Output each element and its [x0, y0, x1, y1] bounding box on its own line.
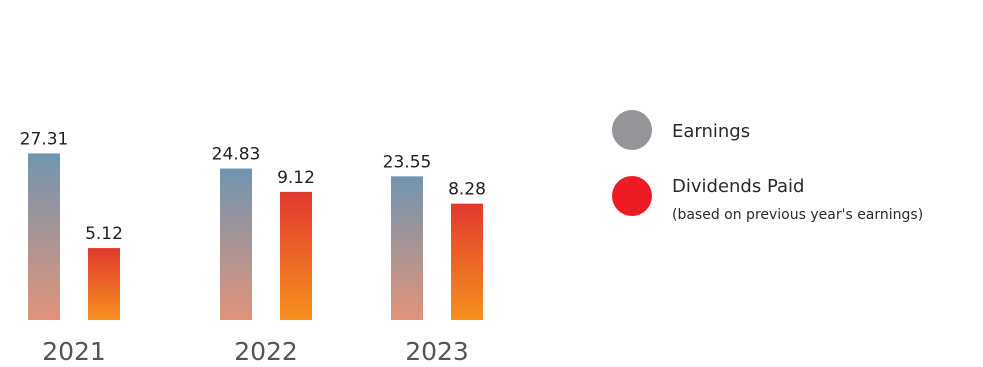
bars-group: 27.31 5.12 24.83 9.12 23.55 8.28: [20, 129, 486, 320]
bar-dividends-2023: [451, 203, 483, 320]
bar-dividends-2022: [280, 191, 312, 320]
data-label-earnings-2023: 23.55: [383, 152, 432, 172]
data-label-dividends-2021: 5.12: [85, 224, 123, 244]
data-label-dividends-2023: 8.28: [448, 180, 486, 200]
bar-earnings-2023: [391, 176, 423, 320]
bar-earnings-2021: [28, 153, 60, 320]
x-tick-2021: 2021: [42, 337, 106, 366]
legend-earnings-label: Earnings: [672, 121, 750, 142]
x-tick-2022: 2022: [234, 337, 298, 366]
bar-earnings-2022: [220, 168, 252, 320]
legend-dividends-label: Dividends Paid: [672, 176, 804, 197]
legend-dividends-marker: [612, 176, 652, 216]
data-label-earnings-2021: 27.31: [20, 129, 69, 149]
legend: Earnings Dividends Paid (based on previo…: [612, 110, 923, 223]
legend-dividends-note: (based on previous year's earnings): [672, 207, 923, 223]
data-label-dividends-2022: 9.12: [277, 168, 315, 188]
bar-dividends-2021: [88, 248, 120, 320]
x-tick-2023: 2023: [405, 337, 469, 366]
legend-earnings-marker: [612, 110, 652, 150]
data-label-earnings-2022: 24.83: [212, 145, 261, 165]
x-axis-ticks: 2021 2022 2023: [42, 337, 469, 366]
